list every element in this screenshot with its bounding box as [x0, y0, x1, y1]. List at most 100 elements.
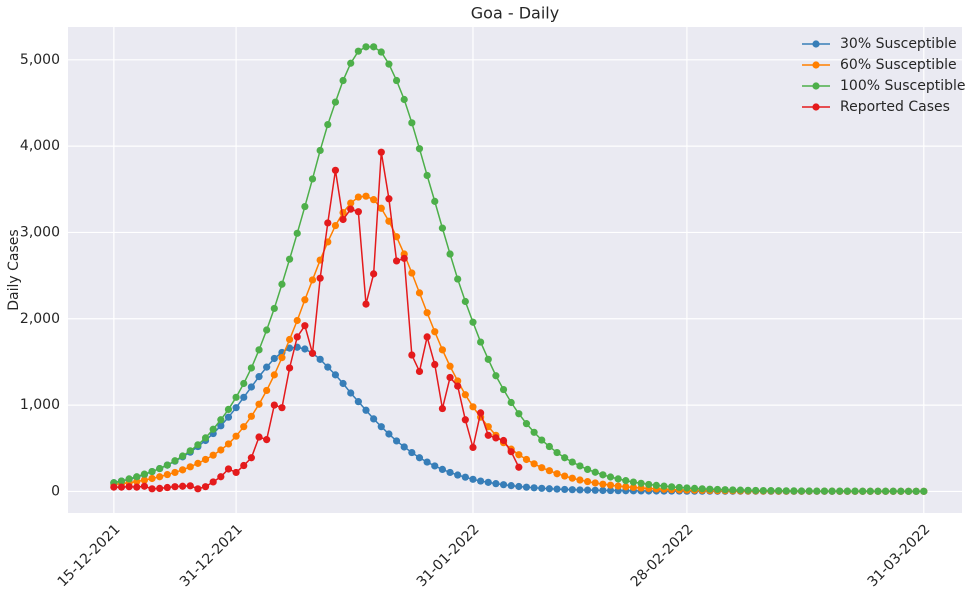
- data-point: [362, 43, 370, 51]
- data-point: [767, 487, 775, 495]
- data-point: [347, 59, 355, 67]
- data-point: [285, 344, 294, 352]
- data-point: [285, 364, 294, 372]
- y-tick-label: 5,000: [20, 52, 60, 68]
- legend-label: 100% Susceptible: [840, 78, 966, 94]
- data-point: [247, 364, 255, 372]
- data-point: [912, 487, 920, 495]
- data-point: [240, 379, 248, 388]
- data-point: [324, 120, 332, 129]
- data-point: [179, 452, 187, 460]
- data-point: [156, 473, 164, 481]
- data-point: [683, 484, 691, 492]
- data-point: [645, 480, 653, 489]
- data-point: [370, 43, 378, 51]
- data-point: [270, 304, 278, 313]
- data-point: [561, 472, 569, 480]
- data-point: [201, 434, 210, 442]
- data-point: [614, 482, 622, 490]
- data-point: [843, 487, 851, 495]
- data-point: [316, 146, 324, 155]
- data-point: [698, 485, 706, 493]
- data-point: [469, 318, 477, 326]
- data-point: [270, 371, 278, 379]
- data-point: [171, 468, 179, 477]
- y-tick-label: 0: [51, 483, 60, 499]
- data-point: [362, 300, 370, 308]
- data-point: [759, 486, 767, 495]
- data-point: [752, 486, 760, 495]
- data-point: [553, 485, 561, 493]
- data-point: [392, 437, 401, 445]
- data-point: [599, 486, 607, 495]
- data-point: [446, 362, 454, 370]
- data-point: [316, 355, 324, 363]
- data-point: [629, 478, 638, 486]
- data-point: [538, 484, 546, 492]
- legend-marker: [812, 103, 820, 111]
- data-point: [117, 477, 126, 485]
- data-point: [454, 275, 462, 283]
- data-point: [324, 219, 332, 227]
- data-point: [568, 458, 576, 466]
- data-point: [515, 410, 523, 418]
- data-point: [622, 483, 630, 491]
- data-point: [461, 391, 469, 399]
- data-point: [377, 423, 385, 431]
- data-point: [392, 233, 401, 241]
- data-point: [553, 448, 561, 457]
- data-point: [331, 98, 340, 106]
- data-point: [171, 483, 179, 491]
- y-tick-label: 1,000: [20, 397, 60, 413]
- data-point: [247, 412, 255, 420]
- data-point: [851, 487, 859, 495]
- data-point: [782, 487, 790, 495]
- data-point: [133, 473, 141, 481]
- data-point: [583, 486, 592, 494]
- data-point: [209, 425, 217, 433]
- data-point: [706, 485, 714, 493]
- data-point: [415, 145, 424, 153]
- data-point: [415, 367, 424, 376]
- data-point: [117, 483, 126, 491]
- data-point: [354, 398, 362, 406]
- data-point: [285, 255, 294, 263]
- data-point: [179, 482, 187, 490]
- data-point: [217, 473, 225, 481]
- data-point: [477, 409, 485, 417]
- data-point: [484, 478, 492, 486]
- data-point: [301, 345, 309, 353]
- data-point: [301, 296, 309, 304]
- data-point: [209, 478, 217, 486]
- data-point: [240, 423, 248, 431]
- data-point: [255, 346, 263, 354]
- data-point: [347, 199, 355, 207]
- data-point: [576, 462, 584, 470]
- x-tick-label: 31-12-2021: [177, 521, 246, 590]
- data-point: [805, 487, 813, 495]
- data-point: [606, 473, 615, 481]
- data-point: [186, 463, 194, 471]
- data-point: [454, 377, 462, 385]
- data-point: [438, 465, 447, 474]
- y-axis-label: Daily Cases: [6, 229, 22, 310]
- data-point: [576, 476, 584, 484]
- data-point: [308, 349, 317, 357]
- data-point: [232, 393, 240, 401]
- data-point: [201, 483, 210, 491]
- data-point: [675, 483, 683, 492]
- data-point: [171, 457, 179, 465]
- data-point: [156, 464, 164, 473]
- data-point: [125, 475, 133, 483]
- data-point: [469, 403, 477, 411]
- data-point: [362, 192, 370, 200]
- data-point: [133, 483, 141, 491]
- data-point: [477, 338, 485, 346]
- data-point: [194, 441, 202, 449]
- data-point: [362, 406, 370, 414]
- x-tick-label: 31-01-2022: [414, 521, 483, 590]
- data-point: [255, 400, 263, 408]
- data-point: [232, 468, 240, 477]
- data-point: [553, 470, 561, 478]
- data-point: [339, 215, 347, 224]
